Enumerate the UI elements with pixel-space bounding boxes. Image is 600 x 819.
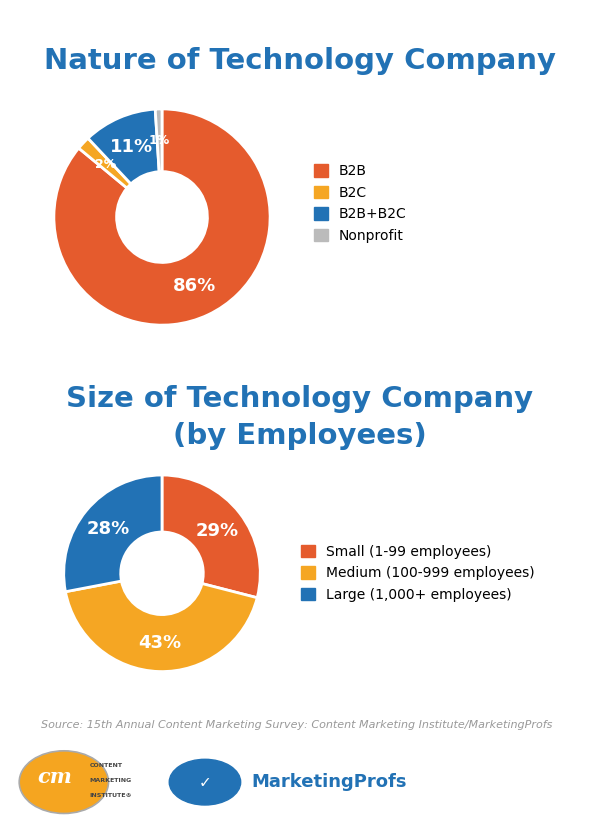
Wedge shape — [162, 475, 260, 598]
Text: cm: cm — [38, 767, 73, 786]
Text: 29%: 29% — [196, 522, 239, 540]
Text: MARKETING: MARKETING — [90, 778, 132, 783]
Wedge shape — [54, 109, 270, 325]
Legend: B2B, B2C, B2B+B2C, Nonprofit: B2B, B2C, B2B+B2C, Nonprofit — [310, 160, 410, 247]
Text: Source: 15th Annual Content Marketing Survey: Content Marketing Institute/Market: Source: 15th Annual Content Marketing Su… — [41, 720, 552, 730]
Ellipse shape — [19, 751, 109, 813]
Text: 2%: 2% — [95, 158, 116, 171]
Text: MarketingProfs: MarketingProfs — [251, 773, 407, 791]
Legend: Small (1-99 employees), Medium (100-999 employees), Large (1,000+ employees): Small (1-99 employees), Medium (100-999 … — [297, 541, 539, 606]
Wedge shape — [79, 138, 131, 188]
Wedge shape — [155, 109, 162, 172]
Wedge shape — [64, 475, 162, 591]
Text: 11%: 11% — [110, 138, 153, 156]
Text: Nature of Technology Company: Nature of Technology Company — [44, 48, 556, 75]
Circle shape — [169, 759, 241, 805]
Text: INSTITUTE®: INSTITUTE® — [90, 793, 133, 798]
Text: CONTENT: CONTENT — [90, 763, 123, 768]
Wedge shape — [88, 109, 159, 184]
Text: Size of Technology Company
(by Employees): Size of Technology Company (by Employees… — [67, 385, 533, 450]
Wedge shape — [65, 581, 257, 672]
Text: 43%: 43% — [138, 634, 181, 652]
Text: ✓: ✓ — [199, 775, 211, 790]
Text: 1%: 1% — [149, 133, 170, 147]
Text: 28%: 28% — [86, 520, 130, 538]
Text: 86%: 86% — [173, 278, 217, 296]
